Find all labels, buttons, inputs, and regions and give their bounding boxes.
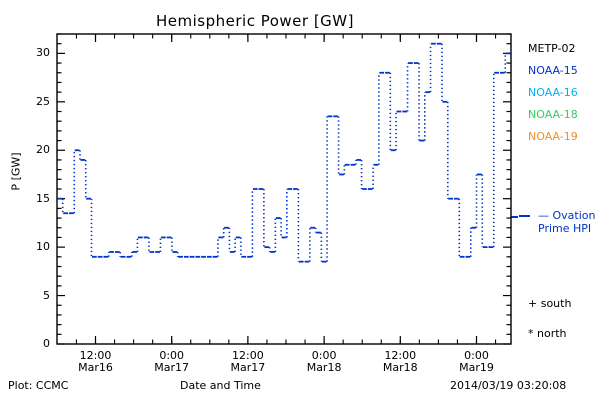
y-tick-label: 15 bbox=[36, 191, 50, 205]
x-tick-date: Mar17 bbox=[154, 361, 190, 374]
plot-credit: Plot: CCMC bbox=[8, 379, 69, 392]
legend-item-noaa-19[interactable]: NOAA-19 bbox=[528, 130, 578, 143]
ovation-dash-icon bbox=[519, 215, 530, 217]
y-tick-label: 30 bbox=[36, 46, 50, 60]
x-tick-date: Mar19 bbox=[459, 361, 494, 374]
x-tick-time: 0:00 bbox=[159, 349, 185, 362]
x-axis-label: Date and Time bbox=[180, 379, 261, 392]
legend-item-noaa-16[interactable]: NOAA-16 bbox=[528, 86, 578, 99]
page-title: Hemispheric Power [GW] bbox=[156, 12, 354, 30]
x-tick-time: 0:00 bbox=[311, 349, 337, 362]
y-tick-label: 20 bbox=[36, 143, 50, 157]
x-tick-label: 0:00 Mar18 bbox=[289, 350, 359, 374]
marker-north: * north bbox=[528, 327, 567, 340]
timestamp: 2014/03/19 03:20:08 bbox=[450, 379, 567, 392]
x-tick-time: 0:00 bbox=[464, 349, 489, 362]
y-tick-label: 25 bbox=[36, 94, 50, 108]
x-tick-date: Mar18 bbox=[382, 361, 418, 374]
ovation-legend: — Ovation Prime HPI bbox=[538, 209, 595, 235]
x-tick-time: 12:00 bbox=[232, 349, 264, 362]
x-tick-date: Mar18 bbox=[306, 361, 342, 374]
y-tick-label: 0 bbox=[43, 337, 50, 350]
ovation-line1: — Ovation bbox=[538, 209, 596, 222]
y-tick-label: 10 bbox=[36, 240, 50, 254]
legend-item-noaa-18[interactable]: NOAA-18 bbox=[528, 108, 578, 121]
x-tick-label: 12:00 Mar18 bbox=[365, 350, 435, 374]
x-tick-label: 12:00 Mar16 bbox=[61, 350, 131, 374]
marker-south: + south bbox=[528, 297, 572, 310]
y-tick-label: 5 bbox=[43, 288, 50, 302]
x-tick-label: 0:00 Mar19 bbox=[442, 350, 512, 374]
legend-item-metp-02[interactable]: METP-02 bbox=[528, 42, 576, 55]
x-tick-label: 0:00 Mar17 bbox=[137, 350, 207, 374]
legend-item-noaa-15[interactable]: NOAA-15 bbox=[528, 64, 578, 77]
x-tick-time: 12:00 bbox=[384, 349, 417, 362]
x-tick-label: 12:00 Mar17 bbox=[213, 350, 283, 374]
ovation-axis-tick bbox=[511, 216, 518, 218]
ovation-line2: Prime HPI bbox=[538, 222, 592, 235]
x-tick-date: Mar16 bbox=[78, 361, 113, 374]
x-tick-date: Mar17 bbox=[230, 361, 266, 374]
x-tick-time: 12:00 bbox=[79, 349, 112, 362]
